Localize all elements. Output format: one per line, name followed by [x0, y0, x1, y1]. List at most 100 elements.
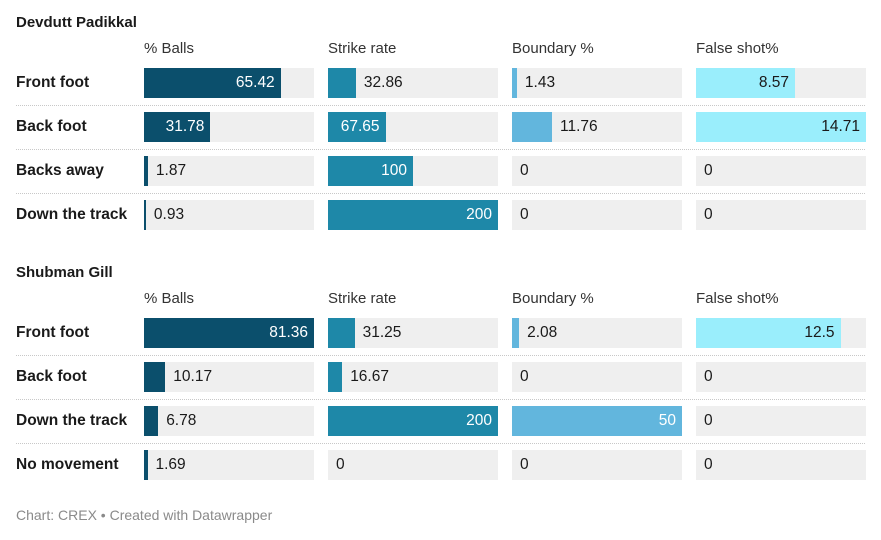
- bar-cell: 6.78: [144, 406, 314, 436]
- bar-cell: 0: [696, 362, 866, 392]
- bar-value: 0: [520, 456, 529, 473]
- bar: [512, 68, 517, 98]
- bar-value: 10.17: [173, 368, 213, 385]
- bar-value: 11.76: [560, 118, 598, 135]
- bar: [144, 362, 166, 392]
- bar-cell: 14.71: [696, 112, 866, 142]
- bar-value: 200: [466, 412, 492, 429]
- bar-value: 0: [704, 412, 713, 429]
- panel-title: Shubman Gill: [16, 264, 113, 281]
- bar: [512, 406, 682, 436]
- bar: [696, 68, 795, 98]
- bar-value: 1.69: [155, 456, 186, 473]
- bar-cell: 1.69: [144, 450, 314, 480]
- row-label: Front foot: [16, 74, 90, 91]
- bar: [328, 200, 498, 230]
- bar-cell: 31.78: [144, 112, 314, 142]
- bar-value: 0: [704, 206, 713, 223]
- bar-cell: 11.76: [512, 112, 682, 142]
- bar-cell: 0: [696, 406, 866, 436]
- column-header: Strike rate: [328, 290, 397, 307]
- row-label: Back foot: [16, 118, 87, 135]
- bar-cell: 1.43: [512, 68, 682, 98]
- table-row: Front foot 81.36 31.25 2.08 12.5: [0, 318, 881, 362]
- bar: [512, 112, 552, 142]
- table-row: Back foot 10.17 16.67 0 0: [0, 362, 881, 406]
- bar: [144, 450, 148, 480]
- column-header: False shot%: [696, 40, 779, 57]
- bar-cell: 31.25: [328, 318, 498, 348]
- bar-value: 12.5: [804, 324, 835, 341]
- bar-cell: 0: [696, 156, 866, 186]
- column-header: Boundary %: [512, 40, 594, 57]
- bar-value: 16.67: [350, 368, 389, 385]
- bar-cell: 0: [696, 450, 866, 480]
- bar-cell: 2.08: [512, 318, 682, 348]
- bar-cell: 12.5: [696, 318, 866, 348]
- bar-value: 0: [704, 368, 713, 385]
- row-divider: [16, 355, 865, 356]
- bar-value: 100: [381, 162, 407, 179]
- row-label: Down the track: [16, 412, 128, 429]
- table-row: No movement 1.69 0 0 0: [0, 450, 881, 494]
- bar-value: 200: [466, 206, 492, 223]
- row-divider: [16, 149, 865, 150]
- column-header: % Balls: [144, 290, 195, 307]
- row-label: No movement: [16, 456, 119, 473]
- bar-cell: 0: [512, 362, 682, 392]
- panel-title: Devdutt Padikkal: [16, 14, 137, 31]
- column-header: % Balls: [144, 40, 195, 57]
- row-label: Front foot: [16, 324, 90, 341]
- bar: [328, 156, 413, 186]
- bar-cell: 0: [328, 450, 498, 480]
- bar-value: 0.93: [153, 206, 185, 223]
- bar-value: 14.71: [821, 118, 860, 135]
- bar: [144, 68, 281, 98]
- row-divider: [16, 399, 865, 400]
- bar-cell: 50: [512, 406, 682, 436]
- bar-cell: 0.93: [144, 200, 314, 230]
- bar-cell: 16.67: [328, 362, 498, 392]
- bar-value: 0: [704, 456, 713, 473]
- row-divider: [16, 443, 865, 444]
- bar-value: 32.86: [363, 74, 403, 91]
- bar: [328, 68, 356, 98]
- bar-cell: 0: [696, 200, 866, 230]
- row-label: Down the track: [16, 206, 128, 223]
- table-row: Down the track 0.93 200 0 0: [0, 200, 881, 244]
- bar-value: 81.36: [269, 324, 308, 341]
- bar-value: 0: [704, 162, 713, 179]
- bar-cell: 0: [512, 450, 682, 480]
- row-divider: [16, 193, 865, 194]
- bar: [328, 112, 386, 142]
- bar: [696, 318, 841, 348]
- bar: [144, 200, 146, 230]
- column-header: Boundary %: [512, 290, 594, 307]
- bar-cell: 10.17: [144, 362, 314, 392]
- bar-value: 6.78: [166, 412, 197, 429]
- bar: [328, 318, 355, 348]
- bar-cell: 1.87: [144, 156, 314, 186]
- column-header: False shot%: [696, 290, 779, 307]
- bar-cell: 8.57: [696, 68, 866, 98]
- row-label: Backs away: [16, 162, 104, 179]
- column-header: Strike rate: [328, 40, 397, 57]
- bar: [696, 112, 866, 142]
- table-row: Back foot 31.78 67.65 11.76 14.71: [0, 112, 881, 156]
- bar-value: 1.43: [524, 74, 556, 91]
- row-divider: [16, 105, 865, 106]
- panel: Shubman Gill % Balls Strike rate Boundary %…: [0, 264, 881, 504]
- bar-value: 0: [520, 206, 529, 223]
- bar-value: 65.42: [235, 74, 275, 91]
- bar: [328, 362, 343, 392]
- table-row: Front foot 65.42 32.86 1.43 8.57: [0, 68, 881, 112]
- table-row: Down the track 6.78 200 50 0: [0, 406, 881, 450]
- bar-value: 1.87: [155, 162, 187, 179]
- bar-value: 8.57: [758, 74, 789, 91]
- bar: [144, 318, 314, 348]
- bar-cell: 81.36: [144, 318, 314, 348]
- bar-cell: 65.42: [144, 68, 314, 98]
- bar-cell: 0: [512, 156, 682, 186]
- bar-value: 50: [658, 412, 676, 429]
- bar-value: 67.65: [340, 118, 380, 135]
